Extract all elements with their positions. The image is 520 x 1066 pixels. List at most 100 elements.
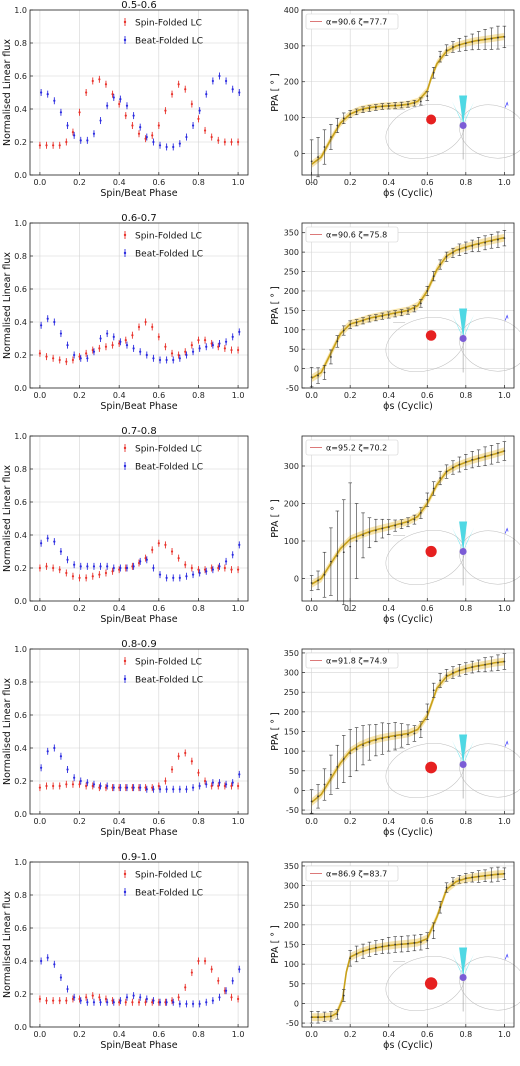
ppa-point (387, 526, 390, 529)
beat-folded-series-point (185, 135, 188, 139)
spin-folded-series-point (137, 325, 141, 329)
ppa-point (426, 290, 429, 292)
ppa-point (471, 245, 474, 247)
spin-folded-series-point (157, 124, 160, 127)
ppa-point (349, 545, 352, 548)
spin-folded-series-point (98, 996, 101, 999)
beat-folded-series-point (152, 357, 155, 360)
ppa-point (484, 455, 486, 458)
beat-folded-series-point (198, 571, 201, 575)
y-tick-label: 1.0 (14, 645, 27, 654)
beat-folded-series-point (231, 88, 234, 91)
beat-folded-series-point (198, 347, 201, 350)
x-tick-label: 0.8 (459, 1030, 472, 1039)
spin-folded-series-point (210, 566, 213, 570)
spin-folded-series-point (52, 784, 55, 788)
beat-folded-series-point (40, 542, 43, 545)
beat-folded-series-point (53, 963, 56, 966)
ppa-point (464, 877, 467, 880)
companion-star (425, 330, 437, 341)
ppa-point (432, 689, 435, 692)
ppa-point (503, 872, 506, 875)
ppa-point (349, 957, 352, 960)
legend-marker-spin-dot (123, 446, 127, 450)
beat-folded-series-point (40, 324, 43, 327)
x-tick-label: 0.8 (192, 817, 205, 826)
ppa-point (445, 674, 448, 677)
y-tick-label: 0.2 (14, 777, 27, 786)
x-tick-label: 0.0 (34, 604, 47, 613)
beat-folded-series-point (132, 994, 135, 997)
spin-folded-series-point (98, 573, 101, 576)
y-tick-label: 250 (284, 688, 299, 697)
beat-folded-series-point (46, 750, 49, 753)
beat-folded-series-point (224, 79, 228, 83)
beat-folded-series-point (185, 575, 188, 578)
beat-folded-series-point (86, 781, 89, 784)
spin-folded-series-point (85, 784, 88, 788)
x-tick-label: 0.4 (113, 178, 126, 187)
beat-folded-series-point (66, 987, 69, 991)
spin-folded-series-point (151, 786, 154, 789)
spin-folded-series-point (170, 768, 174, 771)
beat-folded-series-point (40, 91, 43, 94)
spin-folded-series-point (151, 1001, 154, 1004)
beat-folded-series-point (198, 784, 201, 788)
ppa-point (400, 734, 403, 737)
spin-folded-series-point (210, 968, 213, 971)
x-tick-label: 0.8 (459, 178, 472, 187)
beat-folded-series-point (211, 568, 214, 571)
companion-star (424, 977, 438, 990)
x-axis-label: Spin/Beat Phase (100, 188, 177, 199)
companion-star (426, 114, 437, 125)
ppa-point (394, 735, 397, 738)
x-axis-label: Spin/Beat Phase (100, 614, 177, 625)
axes-frame (29, 648, 249, 815)
beat-folded-series-point (53, 320, 56, 324)
beam-center (459, 521, 468, 552)
ppa-point (452, 251, 454, 254)
ppa-point (330, 773, 332, 776)
spin-folded-series-point (91, 348, 94, 352)
spin-folded-series (38, 957, 240, 1006)
y-tick-label: -50 (286, 1019, 299, 1028)
y-axis-label: PPA [ ° ] (270, 925, 281, 964)
beat-folded-series-point (106, 784, 109, 788)
x-tick-label: 1.0 (498, 604, 511, 613)
ppa-panel: 0.0 0.2 0.4 0.6 0.8 1.0 -50 0 50 100 150 200 250 300 3… (270, 222, 520, 412)
beat-folded-series-point (92, 565, 96, 568)
ppa-point (426, 710, 429, 713)
spin-folded-series-point (190, 971, 193, 974)
spin-folded-series (38, 749, 240, 792)
spin-folded-series-point (91, 994, 94, 997)
panel-row-2: 0.0 0.2 0.4 0.6 0.8 1.0 0.0 0.2 0.4 0.6 0.8 1.0 0.7-… (2, 426, 520, 625)
beat-folded-series-point (132, 347, 135, 350)
lightcurve-panel: 0.0 0.2 0.4 0.6 0.8 1.0 0.0 0.2 0.4 0.6 0.8 1.0 0.8-… (2, 639, 249, 838)
ppa-point (374, 316, 377, 319)
spin-folded-series-point (118, 102, 121, 106)
x-tick-label: 0.0 (34, 391, 47, 400)
spin-folded-series-point (197, 771, 200, 774)
legend-marker-beat-dot (123, 677, 127, 681)
x-tick-label: 0.6 (421, 1030, 434, 1039)
spin-folded-series-point (104, 786, 108, 789)
beat-folded-series-point (224, 560, 228, 563)
y-tick-label: 0.0 (14, 171, 27, 180)
fit-uncertainty-band (311, 32, 505, 168)
beat-folded-series-point (66, 344, 69, 347)
spin-folded-series-point (98, 78, 101, 81)
spin-folded-series-point (170, 93, 174, 96)
spin-folded-series-point (137, 1001, 141, 1004)
beat-folded-series-point (224, 340, 228, 343)
x-tick-label: 1.0 (498, 817, 511, 826)
x-tick-label: 0.8 (459, 391, 472, 400)
beat-folded-series-point (92, 350, 96, 353)
spin-folded-series-point (38, 144, 42, 147)
spin-folded-series-point (236, 784, 240, 788)
beat-folded-series-point (152, 566, 155, 570)
beat-folded-series-point (106, 332, 109, 335)
spin-folded-series-point (111, 999, 114, 1002)
y-tick-label: 0.2 (14, 138, 27, 147)
ppa-point (355, 321, 358, 324)
spin-folded-series-point (164, 345, 167, 348)
